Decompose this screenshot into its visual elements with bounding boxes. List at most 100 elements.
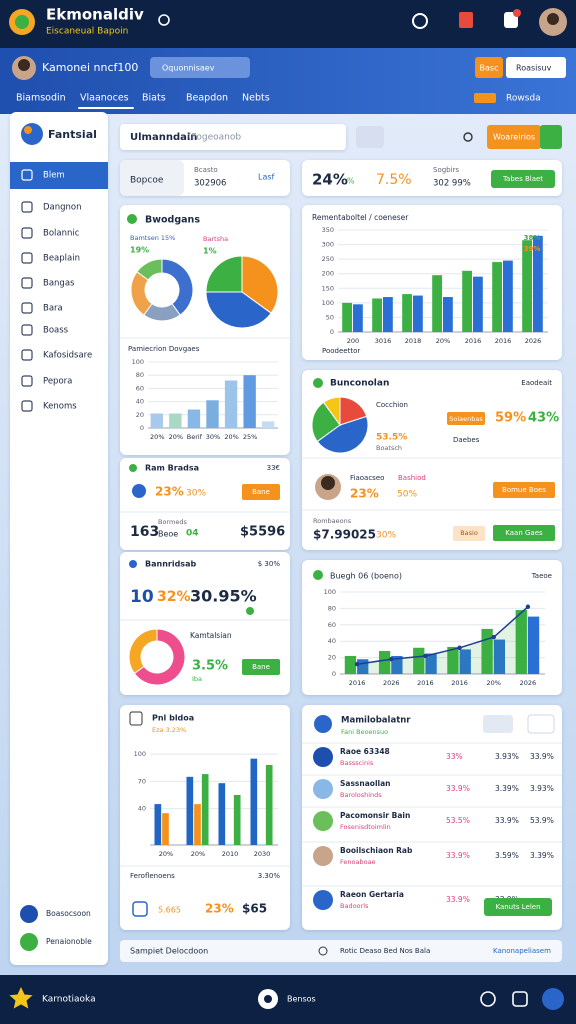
nav-icon (21, 252, 33, 264)
table-cell: 53.9% (530, 816, 554, 825)
tab[interactable]: Beapdon (186, 93, 228, 104)
x-tick-label: 20% (487, 679, 501, 687)
sidebar-footer[interactable]: Penaionoble (46, 937, 92, 946)
person-tag: Bashiod (398, 474, 426, 482)
menu-label: Roasisuv (516, 64, 552, 73)
nav-item[interactable]: Bara (43, 304, 63, 314)
table-cell: 33% (446, 752, 463, 761)
card-icon (132, 901, 148, 917)
nav-item[interactable]: Pepora (43, 377, 72, 387)
bar (391, 655, 403, 674)
nav-item[interactable]: Boass (43, 326, 69, 336)
search-box[interactable] (120, 124, 346, 150)
tab[interactable]: Vlaanoces (80, 93, 129, 104)
stat-chip (120, 160, 184, 196)
nav-icon (21, 227, 33, 239)
bar (243, 375, 256, 428)
button-label: Bane (252, 663, 270, 671)
logo-inner (15, 15, 29, 29)
chip-label: Basio (460, 529, 478, 537)
icon-button[interactable] (483, 715, 513, 733)
metric-button[interactable] (242, 659, 280, 675)
legend: Bartsha (203, 235, 228, 243)
action-button[interactable] (487, 125, 541, 149)
bar (515, 610, 527, 674)
trend-point (423, 653, 428, 659)
row-name: Raoe 63348 (340, 747, 390, 756)
tab-action[interactable]: Rowsda (506, 94, 541, 104)
filter-pill[interactable] (150, 57, 250, 78)
bar (402, 294, 412, 332)
notification-icon[interactable] (459, 12, 473, 28)
status-dot (246, 607, 254, 615)
button-label: Bane (252, 488, 270, 496)
card-title: Bwodgans (145, 215, 200, 226)
nav-item[interactable]: Bangas (43, 279, 75, 289)
metric-value: 23% (155, 485, 184, 499)
action-dropdown[interactable] (540, 125, 562, 149)
metric-value: 32% (157, 589, 191, 605)
row-caption: Fosenisdtoimlin (340, 823, 391, 831)
trend-point (491, 634, 496, 640)
bar (342, 302, 352, 332)
card (302, 705, 562, 930)
nav-item[interactable]: Kenoms (43, 402, 77, 412)
nav-item[interactable]: Blem (43, 171, 65, 181)
bar (459, 649, 471, 674)
metric-button[interactable] (493, 482, 555, 498)
stat-button[interactable] (491, 170, 555, 188)
nav-item[interactable]: Bolannic (43, 229, 80, 239)
table-cell: 33.9% (446, 851, 470, 860)
card (302, 370, 562, 550)
bar (493, 639, 506, 674)
icon-button[interactable] (527, 714, 555, 734)
table-button[interactable] (484, 898, 552, 916)
row-avatar (313, 779, 333, 799)
nav-item[interactable]: Beaplain (43, 254, 80, 264)
card-title: Bunconolan (330, 379, 389, 389)
trend-area (357, 606, 528, 674)
tab[interactable]: Nebts (242, 93, 270, 104)
sidebar-footer-icon (20, 905, 38, 923)
search-placeholder: (Fogeoanob (188, 133, 241, 143)
trend-point (525, 604, 531, 609)
bar (233, 795, 241, 845)
menu-pill[interactable] (506, 57, 566, 78)
x-tick-label: 20% (224, 433, 238, 441)
metric-button[interactable] (242, 484, 280, 500)
badge-pill[interactable] (475, 57, 503, 78)
legend-value: 19% (130, 246, 149, 255)
metric-value: $65 (242, 902, 267, 916)
y-tick-label: 300 (322, 241, 334, 249)
metric-value: 50% (397, 490, 417, 500)
nav-item[interactable]: Dangnon (43, 203, 82, 213)
metric-value: 5.665 (158, 906, 181, 915)
bar (154, 804, 162, 845)
bar (443, 297, 453, 332)
bar (473, 276, 483, 332)
sidebar-footer[interactable]: Boasocsoon (46, 909, 91, 918)
strip-label: Sampiet Delocdoon (130, 947, 208, 956)
button-label: Tabes Blaet (502, 175, 543, 183)
bar (162, 813, 169, 845)
icon-button[interactable] (356, 126, 384, 148)
table-cell: 33.9% (446, 784, 470, 793)
metric-button[interactable] (493, 525, 555, 541)
stat-value: 7.5% (376, 172, 412, 188)
stat-link[interactable]: Lasf (258, 173, 275, 182)
strip-link[interactable]: Kanonapeliasem (493, 947, 551, 955)
metric-value: 04 (186, 529, 199, 539)
bar (250, 758, 258, 845)
pie-slice (133, 628, 186, 686)
tab[interactable]: Biats (142, 93, 166, 104)
sidebar-logo-dot (24, 126, 32, 134)
metric-caption: Bormeds (158, 518, 187, 526)
nav-item[interactable]: Kafosidsare (43, 351, 92, 361)
nav-icon (21, 324, 33, 336)
pie-slice (205, 255, 243, 293)
bar (372, 298, 382, 332)
x-tick-label: 2016 (465, 337, 482, 345)
tab[interactable]: Biamsodin (16, 93, 66, 104)
